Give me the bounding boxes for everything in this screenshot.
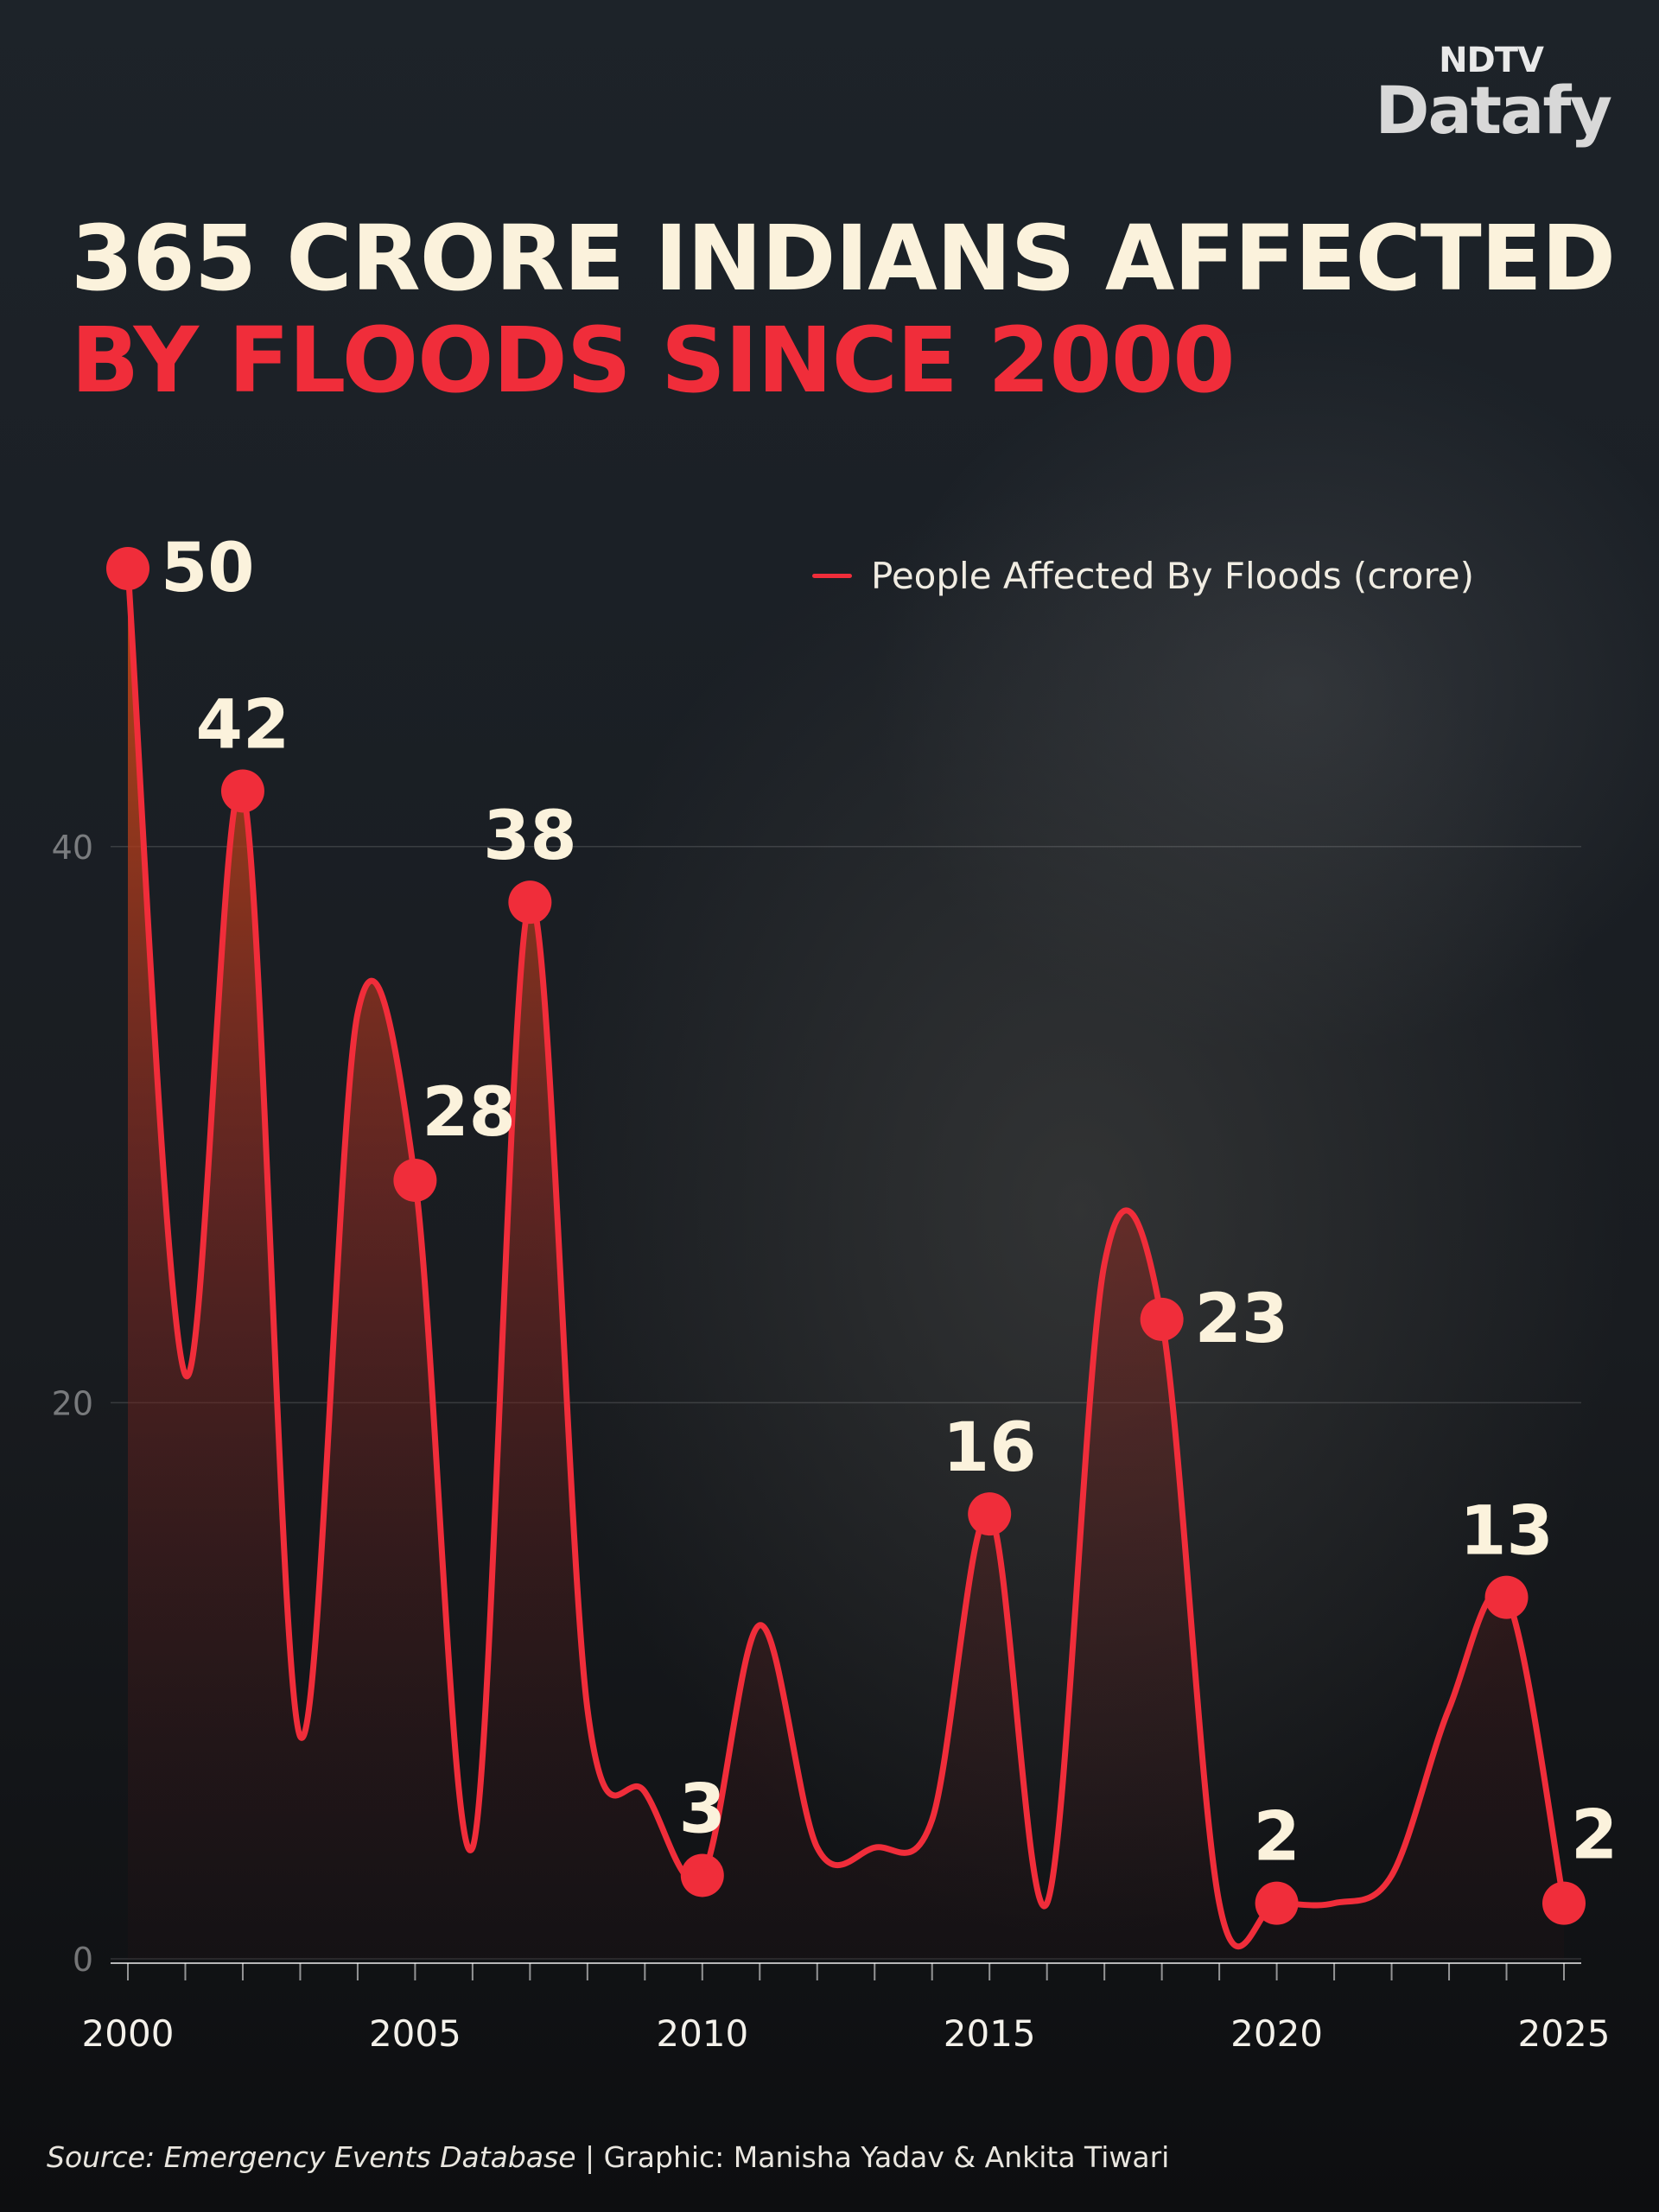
headline-line-1: 365 CRORE INDIANS AFFECTED bbox=[71, 206, 1616, 311]
y-tick-label: 0 bbox=[73, 1941, 93, 1979]
headline: 365 CRORE INDIANS AFFECTED BY FLOODS SIN… bbox=[71, 206, 1616, 413]
data-point-2025 bbox=[1542, 1881, 1586, 1925]
data-label-2020: 2 bbox=[1253, 1799, 1300, 1877]
data-labels: 50 42 28 38 3 16 23 2 13 2 bbox=[161, 530, 1618, 1877]
data-label-2005: 28 bbox=[422, 1074, 516, 1152]
data-label-2007: 38 bbox=[483, 798, 577, 875]
source-note: Source: Emergency Events Database | Grap… bbox=[47, 2140, 1169, 2174]
data-label-2000: 50 bbox=[161, 530, 255, 607]
data-point-2024 bbox=[1484, 1575, 1529, 1619]
x-tick-label: 2015 bbox=[944, 2012, 1036, 2055]
data-label-2015: 16 bbox=[943, 1409, 1037, 1487]
data-point-2018 bbox=[1140, 1297, 1184, 1341]
x-tick-label: 2025 bbox=[1518, 2012, 1611, 2055]
area-fill bbox=[128, 569, 1564, 1959]
legend: People Affected By Floods (crore) bbox=[812, 555, 1474, 597]
data-markers bbox=[106, 547, 1586, 1925]
area-path bbox=[128, 569, 1564, 1959]
y-tick-label: 20 bbox=[52, 1384, 93, 1422]
logo-ndtv: NDTV bbox=[1439, 41, 1544, 80]
source-label: Source: Emergency Events Database bbox=[47, 2140, 576, 2174]
data-point-2015 bbox=[968, 1492, 1012, 1536]
logo-datafy: Datafy bbox=[1375, 72, 1612, 149]
data-label-2024: 13 bbox=[1459, 1493, 1554, 1571]
y-tick-label: 40 bbox=[52, 829, 93, 867]
x-axis: 2000 2005 2010 2015 2020 2025 bbox=[82, 1962, 1611, 2055]
legend-label: People Affected By Floods (crore) bbox=[871, 555, 1475, 597]
data-label-2002: 42 bbox=[196, 686, 290, 764]
source-credit: | Graphic: Manisha Yadav & Ankita Tiwari bbox=[575, 2140, 1170, 2174]
data-point-2010 bbox=[680, 1853, 724, 1897]
data-point-2007 bbox=[508, 880, 552, 925]
x-tick-label: 2005 bbox=[369, 2012, 461, 2055]
x-tick-label: 2010 bbox=[656, 2012, 748, 2055]
data-label-2010: 3 bbox=[679, 1770, 726, 1848]
headline-line-2: BY FLOODS SINCE 2000 bbox=[71, 308, 1236, 413]
data-point-2005 bbox=[393, 1158, 437, 1202]
data-point-2020 bbox=[1255, 1881, 1299, 1925]
legend-swatch bbox=[812, 574, 852, 578]
data-label-2018: 23 bbox=[1195, 1281, 1289, 1358]
logo: NDTV Datafy bbox=[1375, 41, 1612, 149]
x-tick-label: 2020 bbox=[1230, 2012, 1323, 2055]
data-point-2002 bbox=[220, 769, 264, 813]
data-label-2025: 2 bbox=[1571, 1797, 1618, 1875]
x-tick-label: 2000 bbox=[82, 2012, 175, 2055]
data-point-2000 bbox=[106, 547, 149, 590]
